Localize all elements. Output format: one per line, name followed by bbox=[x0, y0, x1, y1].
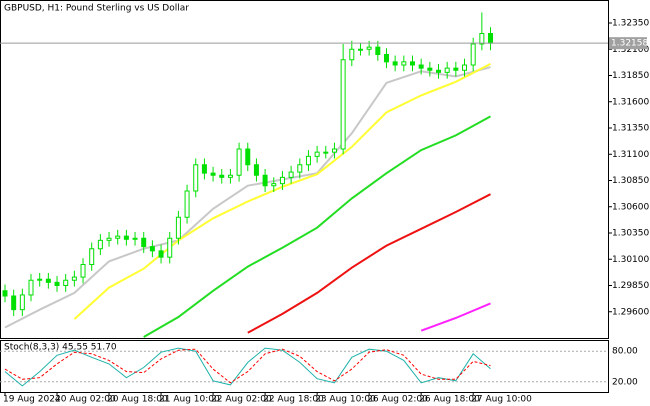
candle-body bbox=[97, 239, 103, 250]
x-tick-label: 26 Aug 02:00 bbox=[367, 395, 428, 405]
price-label: 1.32158 bbox=[611, 39, 648, 49]
x-tick-label: 22 Aug 02:00 bbox=[211, 395, 272, 405]
stoch-line bbox=[4, 348, 491, 384]
candle-body bbox=[470, 43, 476, 66]
candle-body bbox=[253, 164, 259, 176]
candle-body bbox=[132, 237, 138, 240]
candle-body bbox=[11, 295, 17, 311]
y-tick-label: 1.32350 bbox=[612, 19, 649, 29]
moving-average bbox=[73, 63, 491, 320]
candle-body bbox=[331, 148, 337, 153]
indicator-title: Stoch(8,3,3) 45.55 51.70 bbox=[4, 343, 117, 353]
candle-body bbox=[245, 148, 251, 166]
candle-body bbox=[297, 164, 303, 173]
candle-body bbox=[80, 264, 86, 278]
y-tick-label: 1.31100 bbox=[612, 150, 649, 160]
candle-body bbox=[63, 279, 69, 286]
candle-body bbox=[271, 183, 277, 187]
candle-body bbox=[444, 67, 450, 73]
y-tick-label: 1.29600 bbox=[612, 307, 649, 317]
candle-body bbox=[115, 235, 121, 239]
y-tick-label: 1.30600 bbox=[612, 202, 649, 212]
candle-body bbox=[279, 176, 285, 185]
y-tick-label: 80.00 bbox=[612, 347, 638, 357]
candle-body bbox=[210, 172, 216, 176]
candle-body bbox=[158, 250, 164, 258]
x-tick-label: 21 Aug 10:00 bbox=[159, 395, 220, 405]
candle-body bbox=[453, 67, 459, 71]
candle-body bbox=[227, 174, 233, 178]
stoch-line bbox=[4, 347, 491, 387]
moving-average bbox=[4, 66, 491, 329]
candle-body bbox=[488, 33, 494, 44]
candle-body bbox=[149, 246, 155, 252]
candle-body bbox=[436, 69, 441, 73]
candle-body bbox=[167, 237, 173, 258]
candle-body bbox=[375, 46, 381, 56]
candle-body bbox=[427, 67, 433, 71]
candle-body bbox=[383, 54, 389, 63]
candle-body bbox=[323, 151, 329, 154]
candle-body bbox=[89, 248, 95, 265]
x-tick-label: 26 Aug 18:00 bbox=[419, 395, 480, 405]
candle-body bbox=[45, 278, 51, 283]
candle-body bbox=[357, 48, 363, 51]
candle-body bbox=[54, 281, 60, 287]
y-tick-label: 1.29850 bbox=[612, 281, 649, 291]
candle-body bbox=[462, 64, 468, 71]
chart-title: GBPUSD, H1: Pound Sterling vs US Dollar bbox=[4, 4, 189, 14]
x-tick-label: 19 Aug 2024 bbox=[3, 395, 61, 405]
candle-body bbox=[314, 151, 320, 157]
stoch-frame bbox=[0, 340, 609, 393]
candle-body bbox=[193, 164, 199, 192]
candle-body bbox=[71, 276, 77, 281]
moving-average bbox=[143, 115, 491, 338]
y-tick-label: 1.31850 bbox=[612, 71, 649, 81]
candle-body bbox=[175, 216, 181, 239]
candle-body bbox=[288, 171, 294, 178]
moving-average bbox=[420, 302, 491, 332]
candle-body bbox=[340, 59, 346, 150]
candle-body bbox=[418, 64, 424, 69]
x-tick-label: 22 Aug 18:00 bbox=[263, 395, 324, 405]
x-tick-label: 20 Aug 02:00 bbox=[55, 395, 116, 405]
candle-body bbox=[479, 33, 485, 45]
x-tick-label: 20 Aug 18:00 bbox=[107, 395, 168, 405]
y-tick-label: 1.31350 bbox=[612, 124, 649, 134]
candle-body bbox=[141, 237, 147, 248]
candle-body bbox=[201, 164, 207, 174]
candle-body bbox=[123, 235, 129, 240]
x-tick-label: 27 Aug 10:00 bbox=[471, 395, 532, 405]
candle-body bbox=[2, 290, 8, 297]
price-frame bbox=[0, 0, 609, 339]
candle-body bbox=[184, 190, 190, 218]
candle-body bbox=[106, 237, 112, 241]
x-tick-label: 23 Aug 10:00 bbox=[315, 395, 376, 405]
candle-body bbox=[366, 46, 372, 50]
y-tick-label: 1.31600 bbox=[612, 97, 649, 107]
y-tick-label: 1.30850 bbox=[612, 176, 649, 186]
price-label-box bbox=[609, 37, 647, 50]
y-tick-label: 1.30100 bbox=[612, 255, 649, 265]
candle-body bbox=[219, 174, 225, 178]
candle-body bbox=[236, 148, 242, 176]
candle-body bbox=[262, 174, 268, 187]
y-tick-label: 20.00 bbox=[612, 377, 638, 387]
candle-body bbox=[349, 48, 355, 61]
candle-body bbox=[401, 61, 407, 66]
candle-body bbox=[392, 61, 398, 66]
moving-average bbox=[247, 193, 491, 334]
candle-body bbox=[28, 279, 34, 296]
candle-body bbox=[19, 294, 25, 311]
y-tick-label: 1.30350 bbox=[612, 229, 649, 239]
y-tick-label: 1.32100 bbox=[612, 45, 649, 55]
candle-body bbox=[37, 278, 43, 281]
candle-body bbox=[305, 155, 311, 166]
candle-body bbox=[409, 61, 415, 66]
